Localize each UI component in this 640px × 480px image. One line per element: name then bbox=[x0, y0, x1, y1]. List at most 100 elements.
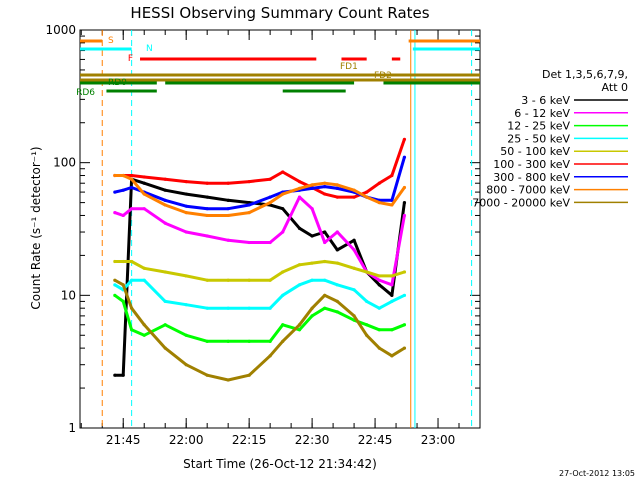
series-line-4 bbox=[114, 260, 405, 282]
series-point-4 bbox=[377, 274, 381, 278]
series-point-4 bbox=[163, 270, 167, 274]
series-point-8 bbox=[402, 346, 407, 350]
legend-label-1: 6 - 12 keV bbox=[514, 107, 570, 120]
flag-label-f: F bbox=[128, 54, 133, 64]
series-point-2 bbox=[142, 333, 146, 337]
series-point-7 bbox=[226, 213, 230, 218]
series-point-2 bbox=[130, 328, 134, 332]
series-point-2 bbox=[247, 339, 251, 343]
series-point-6 bbox=[205, 207, 209, 211]
flag-label-fd2: FD2 bbox=[374, 71, 392, 81]
legend-label-5: 100 - 300 keV bbox=[493, 158, 570, 171]
series-point-1 bbox=[113, 211, 117, 215]
legend-label-8: 7000 - 20000 keV bbox=[472, 196, 570, 209]
series-point-2 bbox=[268, 339, 272, 343]
series-point-3 bbox=[352, 288, 356, 292]
flag-label-n: N bbox=[146, 44, 153, 54]
series-point-8 bbox=[247, 373, 251, 377]
series-point-4 bbox=[268, 278, 272, 282]
x-tick-label: 22:15 bbox=[232, 433, 267, 447]
series-point-6 bbox=[310, 186, 314, 190]
series-point-6 bbox=[163, 198, 167, 202]
series-point-3 bbox=[113, 283, 117, 287]
series-point-2 bbox=[184, 333, 188, 337]
series-line-8 bbox=[114, 278, 406, 382]
series-point-1 bbox=[163, 221, 167, 225]
series-point-8 bbox=[268, 354, 272, 358]
series-point-1 bbox=[281, 230, 285, 234]
series-point-1 bbox=[390, 283, 394, 287]
series-point-2 bbox=[205, 339, 209, 343]
series-point-1 bbox=[268, 240, 272, 245]
series-point-3 bbox=[247, 306, 251, 310]
y-tick-label: 1 bbox=[68, 421, 76, 435]
series-point-5 bbox=[163, 177, 167, 181]
legend-label-0: 3 - 6 keV bbox=[521, 94, 570, 107]
series-point-1 bbox=[247, 240, 251, 245]
series-line-1 bbox=[114, 195, 406, 287]
series-point-0 bbox=[323, 230, 327, 234]
series-point-5 bbox=[205, 181, 209, 185]
series-point-8 bbox=[335, 299, 339, 304]
series-point-5 bbox=[247, 179, 251, 184]
series-point-8 bbox=[352, 314, 356, 318]
series-point-8 bbox=[365, 333, 369, 337]
series-point-8 bbox=[281, 339, 285, 343]
series-point-3 bbox=[226, 306, 230, 310]
series-point-0 bbox=[402, 201, 407, 205]
series-point-4 bbox=[390, 274, 394, 278]
series-point-6 bbox=[130, 185, 134, 190]
series-point-4 bbox=[281, 270, 285, 274]
flag-label-rd6: RD6 bbox=[76, 88, 95, 98]
series-point-1 bbox=[335, 230, 339, 234]
series-point-8 bbox=[310, 306, 314, 310]
series-point-8 bbox=[163, 346, 167, 350]
series-point-7 bbox=[310, 183, 314, 187]
legend-title: Det 1,3,5,6,7,9, bbox=[542, 68, 628, 81]
series-point-5 bbox=[297, 179, 302, 184]
series-point-7 bbox=[377, 201, 381, 205]
series-point-5 bbox=[365, 190, 369, 194]
series-point-7 bbox=[402, 185, 407, 190]
series-point-0 bbox=[281, 207, 285, 211]
series-point-4 bbox=[323, 259, 327, 264]
series-point-7 bbox=[113, 173, 117, 178]
series-point-8 bbox=[184, 363, 188, 367]
series-point-1 bbox=[184, 230, 188, 234]
series-point-0 bbox=[184, 192, 188, 196]
series-point-6 bbox=[268, 195, 272, 199]
series-point-2 bbox=[323, 306, 327, 310]
series-point-2 bbox=[163, 323, 167, 327]
series-point-4 bbox=[297, 263, 302, 267]
series-point-5 bbox=[390, 173, 394, 178]
series-point-0 bbox=[377, 283, 381, 287]
series-point-7 bbox=[184, 211, 188, 215]
series-point-7 bbox=[390, 203, 394, 207]
series-point-0 bbox=[352, 238, 356, 242]
series-point-3 bbox=[297, 283, 302, 287]
x-tick-label: 21:45 bbox=[106, 433, 141, 447]
series-point-5 bbox=[130, 173, 134, 178]
x-tick-label: 22:30 bbox=[295, 433, 330, 447]
series-point-1 bbox=[402, 213, 407, 218]
series-point-3 bbox=[335, 283, 339, 287]
series-point-8 bbox=[297, 323, 302, 327]
series-point-8 bbox=[205, 373, 209, 377]
series-point-3 bbox=[163, 299, 167, 304]
series-point-2 bbox=[310, 314, 314, 318]
series-point-7 bbox=[163, 203, 167, 207]
plot-area: 1 10 100 1000 21:45 22:00 22:15 22:30 22:45 23:00… bbox=[45, 23, 628, 447]
series-point-4 bbox=[130, 259, 134, 264]
series-point-2 bbox=[281, 323, 285, 327]
y-tick-label: 100 bbox=[53, 156, 76, 170]
flag-label-fd1: FD1 bbox=[340, 62, 358, 72]
series-point-8 bbox=[377, 346, 381, 350]
plot-frame bbox=[79, 29, 481, 429]
flag-label-rd0: RD0 bbox=[108, 78, 127, 88]
series-point-5 bbox=[142, 175, 146, 179]
series-point-7 bbox=[281, 192, 285, 196]
series-point-7 bbox=[121, 173, 125, 178]
series-point-7 bbox=[247, 211, 251, 215]
series-point-8 bbox=[130, 306, 134, 310]
